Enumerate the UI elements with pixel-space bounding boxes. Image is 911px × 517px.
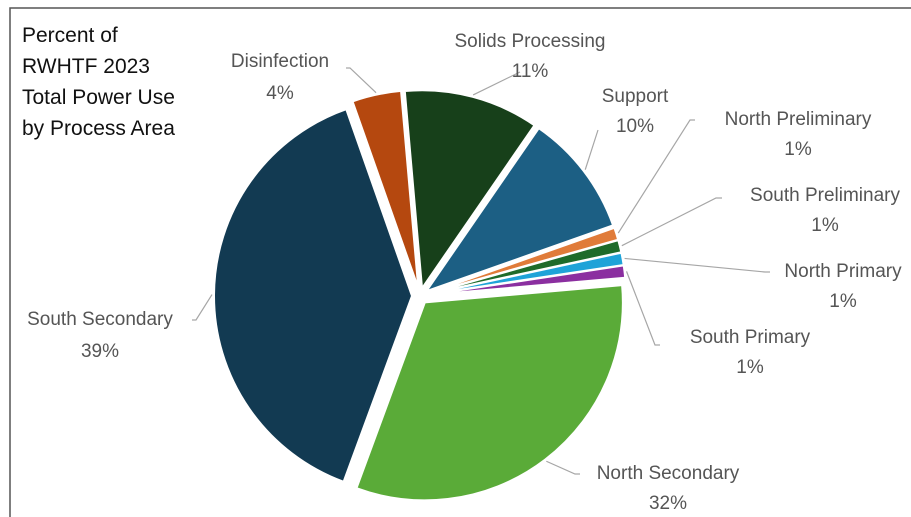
slice-value-label: 1% [829,291,857,312]
leader-line [584,129,599,170]
slice-value-label: 1% [784,139,812,160]
slice-label: Support [602,86,669,107]
slice-label: South Primary [690,327,811,348]
leader-line [546,460,580,475]
slice-value-label: 32% [649,493,687,514]
leader-line [346,67,377,94]
pie-slice [213,107,414,484]
pie-slice [355,284,624,502]
slice-label: South Preliminary [750,185,900,206]
slice-value-label: 11% [512,61,549,82]
slice-label: North Secondary [597,463,740,484]
pie-slice [403,89,536,292]
slice-value-label: 39% [81,341,119,362]
chart-title: Percent of RWHTF 2023 Total Power Use by… [22,24,175,140]
leader-line [617,119,695,234]
pie-slice [351,89,420,289]
slice-value-label: 10% [616,116,654,137]
leader-line [625,271,660,346]
leader-line [621,197,722,247]
leader-line [192,294,213,321]
slice-value-label: 4% [266,83,294,104]
slice-label: North Preliminary [725,109,872,130]
slice-value-label: 1% [811,215,839,236]
pie-slice [427,264,627,297]
frame [9,7,911,517]
leader-line [472,71,521,96]
slice-label: South Secondary [27,309,173,330]
pie-slice [423,126,615,294]
slice-value-label: 1% [736,357,764,378]
slice-label: North Primary [784,261,902,282]
leader-line [624,257,770,273]
slice-label: Solids Processing [454,31,605,52]
slice-label: Disinfection [231,51,329,72]
